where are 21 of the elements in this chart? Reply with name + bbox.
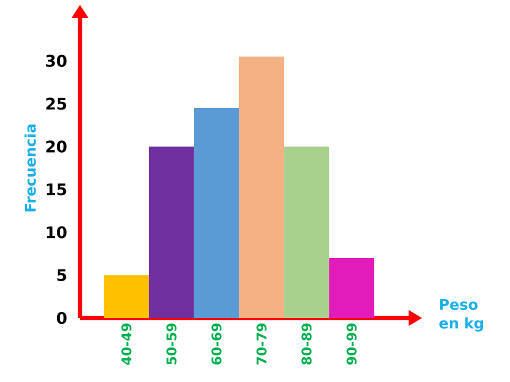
x-tick-label: 50-59	[166, 324, 176, 364]
x-tick-label: 70-79	[256, 324, 267, 364]
bar	[239, 56, 284, 318]
bar	[284, 146, 330, 318]
x-tick-label: 60-69	[211, 324, 222, 365]
y-tick-label: 10	[46, 226, 67, 238]
y-tick-label: 20	[46, 140, 67, 153]
bar	[329, 258, 374, 318]
y-tick-label: 15	[46, 183, 66, 196]
bar	[148, 146, 194, 318]
x-tick-label: 80-89	[302, 324, 312, 365]
x-axis-title: Peso en kg	[439, 299, 483, 332]
bar	[104, 275, 149, 318]
y-axis-title: Frecuencia	[24, 124, 36, 212]
y-tick-label: 25	[46, 98, 66, 110]
y-tick-label: 5	[57, 269, 66, 282]
x-tick-label: 40-49	[121, 324, 132, 365]
x-tick-label: 90-99	[346, 324, 357, 365]
y-tick-label: 30	[46, 54, 67, 67]
y-tick-label: 0	[56, 312, 67, 324]
bar	[194, 108, 240, 318]
